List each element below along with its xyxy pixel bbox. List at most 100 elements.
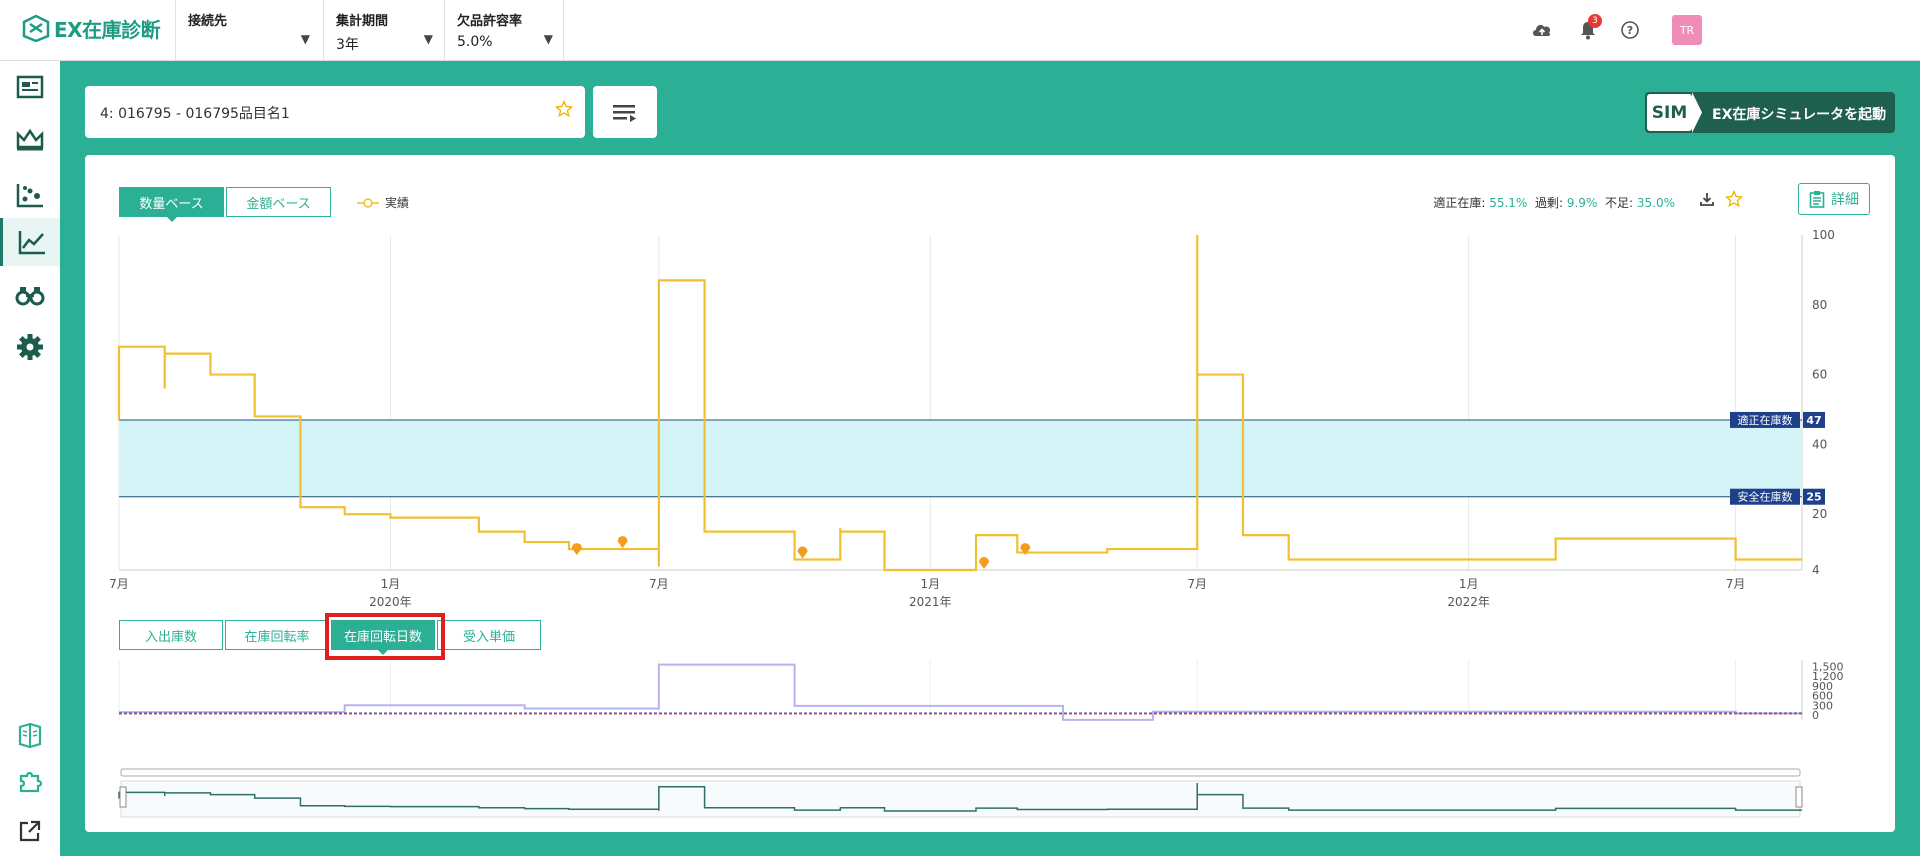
sidebar-item-trend[interactable] [0, 218, 60, 266]
range-navigator[interactable] [85, 759, 1895, 819]
sidebar [0, 61, 60, 856]
item-search-value: 4: 016795 - 016795品目名1 [100, 106, 290, 122]
chevron-down-icon: ▼ [300, 32, 310, 46]
navigator-handle-left [119, 786, 127, 808]
y-tick-label: 1,200 [1812, 670, 1844, 683]
y-tick-label: 80 [1812, 298, 1827, 312]
band-label: 安全在庫数 [1738, 490, 1793, 504]
tab-turnover-days[interactable]: 在庫回転日数 [331, 620, 435, 655]
playlist-icon [613, 105, 636, 122]
y-tick-label: 1,500 [1812, 660, 1844, 673]
tab-in-out[interactable]: 入出庫数 [119, 620, 223, 650]
launch-simulator-button[interactable]: SIM EX在庫シミュレータを起動 [1645, 92, 1895, 133]
tab-amount-base[interactable]: 金額ベース [226, 187, 331, 217]
sim-badge: SIM [1647, 94, 1692, 131]
shortage-rate-select[interactable]: 欠品許容率 5.0% ▼ [444, 0, 564, 60]
y-tick-label: 600 [1812, 690, 1833, 703]
arrow-divider [1692, 92, 1702, 133]
period-value: 3年 [336, 37, 359, 53]
scatter-chart-icon [16, 184, 43, 208]
event-marker-icon [571, 543, 582, 556]
event-marker-icon [978, 557, 989, 570]
sidebar-item-ranking[interactable] [0, 116, 60, 164]
shortage-value: 35.0% [1636, 196, 1675, 210]
item-list-button[interactable] [593, 86, 657, 138]
shortage-rate-value: 5.0% [457, 34, 493, 50]
avatar[interactable]: TR [1672, 15, 1702, 45]
download-icon[interactable] [1699, 191, 1715, 211]
y-tick-label: 300 [1812, 699, 1833, 712]
navigator-handle-right [1795, 786, 1803, 808]
book-icon [18, 722, 42, 748]
sidebar-item-dashboard[interactable] [0, 63, 60, 111]
navigator-scrollbar [120, 768, 1801, 777]
event-marker-icon [617, 536, 628, 549]
inventory-chart[interactable]: 7月 1月 7月 1月 7月 1月 7月 2020年 2021年 2022年 100 80 60 40 20… [85, 155, 1895, 625]
external-link-icon [19, 820, 41, 842]
tab-turnover-rate[interactable]: 在庫回転率 [225, 620, 329, 650]
item-search-field[interactable]: 4: 016795 - 016795品目名1 [85, 86, 585, 138]
x-tick-label: 1月 [1459, 577, 1479, 591]
top-header: EX在庫診断 接続先 ▼ 集計期間 3年 ▼ 欠品許容率 5.0% ▼ 3 ? … [0, 0, 1920, 61]
period-label: 集計期間 [336, 14, 389, 29]
sim-label: EX在庫シミュレータを起動 [1712, 107, 1887, 123]
excess-value: 9.9% [1566, 196, 1598, 210]
shortage-label: 不足: [1605, 196, 1634, 210]
chart-legend[interactable]: 実績 [357, 194, 409, 211]
detail-label: 詳細 [1831, 192, 1859, 208]
puzzle-icon [19, 771, 43, 793]
bell-icon[interactable]: 3 [1576, 14, 1602, 42]
crown-icon [16, 128, 44, 151]
year-label: 2021年 [909, 595, 952, 609]
band-label: 適正在庫数 [1738, 413, 1793, 427]
cloud-upload-icon[interactable] [1530, 18, 1554, 42]
event-marker-icon [797, 546, 808, 559]
tab-unit-price[interactable]: 受入単価 [437, 620, 541, 650]
chart-card: 数量ベース 金額ベース 実績 適正在庫: 55.1% 過剰: 9.9% 不足: … [85, 155, 1895, 832]
detail-button[interactable]: 詳細 [1798, 183, 1870, 215]
sidebar-item-manual[interactable] [0, 711, 60, 759]
legend-line-icon [357, 197, 379, 208]
sidebar-item-monitor[interactable] [0, 271, 60, 319]
band-value-bg [1803, 488, 1825, 505]
y-tick-label: 0 [1812, 709, 1819, 722]
x-tick-label: 1月 [381, 577, 401, 591]
dashboard-icon [16, 75, 44, 99]
series-line-actual [117, 235, 1802, 572]
notification-badge: 3 [1588, 14, 1602, 28]
band-value: 47 [1806, 414, 1821, 427]
appropriate-stock-band [119, 419, 1802, 497]
sidebar-item-plugins[interactable] [0, 757, 60, 805]
x-tick-label: 7月 [649, 577, 669, 591]
y-tick-label: 60 [1812, 368, 1827, 382]
period-select[interactable]: 集計期間 3年 ▼ [323, 0, 443, 60]
sidebar-item-external[interactable] [0, 807, 60, 855]
gear-icon [17, 334, 43, 360]
band-value-bg [1803, 411, 1825, 428]
svg-text:?: ? [1627, 24, 1633, 37]
band-label-bg [1730, 488, 1800, 505]
favorite-star-icon[interactable] [1724, 189, 1744, 212]
year-label: 2022年 [1447, 595, 1490, 609]
app-logo[interactable]: EX在庫診断 [22, 13, 161, 43]
y-tick-label: 4 [1812, 563, 1820, 577]
line-chart-icon [18, 231, 45, 255]
shortage-rate-label: 欠品許容率 [457, 14, 523, 29]
y-tick-label: 900 [1812, 680, 1833, 693]
x-tick-label: 1月 [920, 577, 940, 591]
event-marker-icon [1020, 543, 1031, 556]
tab-quantity-base[interactable]: 数量ベース [119, 187, 224, 222]
appropriate-value: 55.1% [1489, 196, 1528, 210]
favorite-star-icon[interactable] [554, 99, 574, 122]
legend-label: 実績 [385, 196, 410, 210]
y-tick-label: 20 [1812, 507, 1827, 521]
appropriate-label: 適正在庫: [1433, 196, 1486, 210]
logo-icon [22, 14, 50, 42]
connection-select[interactable]: 接続先 ▼ [175, 0, 320, 60]
selection-highlight [325, 613, 445, 660]
sidebar-item-analysis[interactable] [0, 171, 60, 219]
help-icon[interactable]: ? [1618, 18, 1642, 42]
y-tick-label: 40 [1812, 437, 1827, 451]
sidebar-item-settings[interactable] [0, 323, 60, 371]
